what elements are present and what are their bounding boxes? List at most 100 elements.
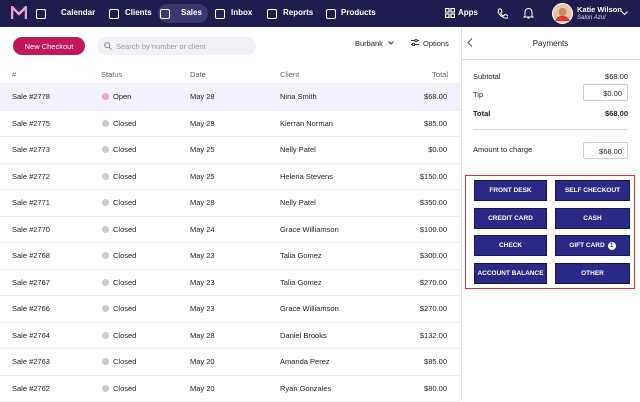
tip-input[interactable]: $0.00 [583, 84, 628, 101]
total: $350.00 [420, 198, 447, 207]
status-dot [102, 332, 109, 339]
button-label: CASH [583, 215, 601, 222]
badge: 1 [608, 242, 616, 250]
column-header: Client [280, 70, 299, 79]
total: $150.00 [420, 172, 447, 181]
total: $100.00 [420, 225, 447, 234]
date: May 25 [190, 172, 215, 181]
column-header: Status [101, 70, 122, 79]
status: Closed [113, 145, 136, 154]
payment-method-button[interactable]: GIFT CARD 1 [555, 235, 630, 256]
date: May 28 [190, 331, 215, 340]
options-button[interactable]: Options [423, 39, 449, 48]
client: Nelly Patel [280, 198, 316, 207]
apps-icon[interactable] [445, 8, 455, 18]
button-label: ACCOUNT BALANCE [477, 270, 543, 277]
sale-number: Sale #2762 [12, 384, 50, 393]
payment-method-button[interactable]: CHECK [474, 235, 547, 256]
search-placeholder: Search by number or client [116, 42, 206, 51]
button-label: CHECK [499, 242, 522, 249]
date: May 23 [190, 278, 215, 287]
subtotal-label: Subtotal [473, 72, 501, 81]
payment-method-button[interactable]: CREDIT CARD [474, 208, 547, 229]
bell-icon[interactable] [523, 7, 534, 19]
top-nav: Calendar Clients Sales Inbox Reports Products… [0, 0, 640, 27]
status: Closed [113, 331, 136, 340]
date: May 23 [190, 251, 215, 260]
apps[interactable]: Apps [458, 8, 478, 17]
user-name: Katie Wilson [577, 5, 622, 14]
status-dot [102, 120, 109, 127]
caret[interactable] [621, 11, 628, 16]
sale-number: Sale #2771 [12, 198, 50, 207]
nav-item[interactable]: Products [341, 8, 376, 17]
nav-item[interactable]: Clients [125, 8, 152, 17]
status: Closed [113, 251, 136, 260]
client: Ryan Gonzales [280, 384, 331, 393]
amount-input[interactable]: $68.00 [583, 142, 628, 159]
nav-item[interactable]: Sales [181, 8, 202, 17]
date: May 20 [190, 357, 215, 366]
nav-icon [109, 9, 119, 19]
total: $300.00 [420, 251, 447, 260]
status-dot [102, 279, 109, 286]
client: Talia Gomez [280, 278, 322, 287]
nav-icon [160, 9, 170, 19]
nav-item[interactable]: Calendar [61, 8, 95, 17]
column-header: # [12, 70, 16, 79]
total: $0.00 [428, 145, 447, 154]
payment-method-button[interactable]: ACCOUNT BALANCE [474, 263, 547, 284]
new-checkout-button[interactable]: New Checkout [13, 37, 85, 55]
nav-item[interactable]: Reports [283, 8, 313, 17]
status: Closed [113, 278, 136, 287]
payment-method-button[interactable]: CASH [555, 208, 630, 229]
sale-number: Sale #2772 [12, 172, 50, 181]
date: May 25 [190, 145, 215, 154]
status: Closed [113, 304, 136, 313]
status: Closed [113, 172, 136, 181]
search-box[interactable]: Search by number or client [97, 37, 256, 55]
status-dot [102, 385, 109, 392]
tip-label: Tip [473, 90, 483, 99]
payments-title: Payments [461, 39, 640, 48]
total: $80.00 [424, 384, 447, 393]
status-dot [102, 93, 109, 100]
nav-icon [215, 9, 225, 19]
location-select[interactable]: Burbank [355, 39, 383, 48]
date: May 23 [190, 304, 215, 313]
column-header: Total [432, 70, 448, 79]
date: May 28 [190, 92, 215, 101]
total: $85.00 [424, 357, 447, 366]
sale-number: Sale #2778 [12, 92, 50, 101]
status: Closed [113, 225, 136, 234]
divider [473, 129, 628, 130]
phone-icon[interactable] [497, 8, 508, 19]
button-label: GIFT CARD [569, 242, 604, 249]
avatar[interactable] [552, 3, 573, 24]
nav-item[interactable]: Inbox [231, 8, 252, 17]
nav-icon [36, 9, 46, 19]
payment-method-button[interactable]: SELF CHECKOUT [555, 180, 630, 201]
button-label: FRONT DESK [489, 187, 531, 194]
nav-icon [267, 9, 277, 19]
total: $68.00 [424, 92, 447, 101]
user-org: Salon Azul [577, 15, 605, 21]
status: Closed [113, 384, 136, 393]
sale-number: Sale #2767 [12, 278, 50, 287]
client: Amanda Perez [280, 357, 330, 366]
status: Closed [113, 119, 136, 128]
payment-method-button[interactable]: FRONT DESK [474, 180, 547, 201]
payment-method-button[interactable]: OTHER [555, 263, 630, 284]
